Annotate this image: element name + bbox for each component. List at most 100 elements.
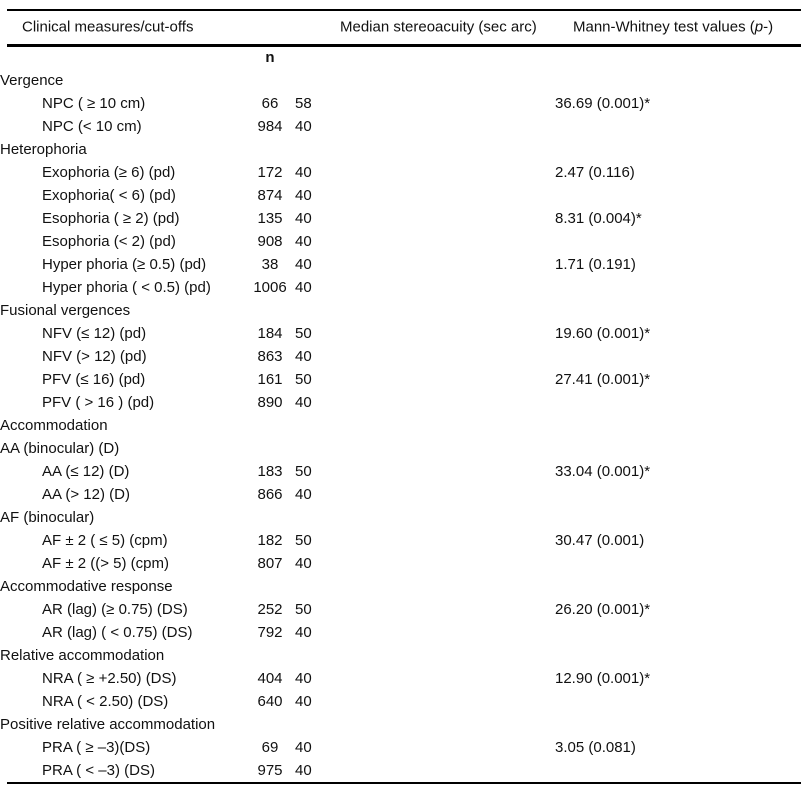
group-row: AF (binocular) [0,506,810,529]
measure-cell: Esophoria (< 2) (pd) [42,233,176,250]
data-row: AA (≤ 12) (D) 183 50 33.04 (0.001)* [0,460,810,483]
data-row: PRA ( ≥ –3)(DS) 69 40 3.05 (0.081) [0,736,810,759]
measure-cell: NRA ( ≥ +2.50) (DS) [42,670,177,687]
n-cell [245,299,295,322]
median-cell: 50 [295,532,312,549]
data-row: AF ± 2 ( ≤ 5) (cpm) 182 50 30.47 (0.001) [0,529,810,552]
median-cell: 40 [295,555,312,572]
table-top-rule [7,9,801,11]
p-cell [555,69,810,92]
measure-cell [0,46,245,69]
median-cell: 40 [295,118,312,135]
data-row: Hyper phoria ( < 0.5) (pd) 1006 40 [0,276,810,299]
p-cell: 26.20 (0.001)* [555,601,651,618]
median-cell: 40 [295,164,312,181]
group-row: Positive relative accommodation [0,713,810,736]
median-cell [295,437,555,460]
median-cell: 40 [295,348,312,365]
measure-cell: AR (lag) ( < 0.75) (DS) [42,624,193,641]
p-cell: 30.47 (0.001) [555,532,645,549]
median-cell [295,575,555,598]
n-cell: 172 [257,164,283,181]
p-cell [555,621,810,644]
p-cell [555,414,810,437]
table-header-rule [7,44,801,47]
measure-cell: AF ± 2 ((> 5) (cpm) [42,555,169,572]
data-row: PFV (≤ 16) (pd) 161 50 27.41 (0.001)* [0,368,810,391]
data-row: Esophoria ( ≥ 2) (pd) 135 40 8.31 (0.004)* [0,207,810,230]
n-cell: 890 [257,394,283,411]
p-cell [555,644,810,667]
p-cell [555,759,810,782]
n-cell: 807 [257,555,283,572]
p-cell [555,575,810,598]
data-row: Exophoria (≥ 6) (pd) 172 40 2.47 (0.116) [0,161,810,184]
p-cell [555,345,810,368]
median-cell: 58 [295,95,312,112]
median-cell: 40 [295,624,312,641]
table-bottom-rule [7,782,801,784]
data-row: AR (lag) (≥ 0.75) (DS) 252 50 26.20 (0.001)… [0,598,810,621]
median-cell: 40 [295,279,312,296]
p-cell [555,437,810,460]
measure-cell: Accommodation [0,417,108,434]
n-cell: 184 [257,325,283,342]
p-cell: 8.31 (0.004)* [555,210,642,227]
measure-cell: PRA ( < –3) (DS) [42,762,155,779]
n-cell: 874 [257,187,283,204]
measure-cell: AF (binocular) [0,509,95,526]
median-cell [295,713,555,736]
p-cell: 36.69 (0.001)* [555,95,651,112]
measure-cell: AA (≤ 12) (D) [42,463,130,480]
measure-cell: Exophoria( < 6) (pd) [42,187,176,204]
data-row: NRA ( ≥ +2.50) (DS) 404 40 12.90 (0.001)* [0,667,810,690]
median-cell: 40 [295,233,312,250]
median-cell: 40 [295,693,312,710]
p-cell [555,138,810,161]
n-cell: 66 [261,95,279,112]
n-cell: 135 [257,210,283,227]
p-cell [555,506,810,529]
measure-cell: AR (lag) (≥ 0.75) (DS) [42,601,188,618]
p-cell: 1.71 (0.191) [555,256,636,273]
data-row: AR (lag) ( < 0.75) (DS) 792 40 [0,621,810,644]
measure-cell: Fusional vergences [0,302,131,319]
data-row: Exophoria( < 6) (pd) 874 40 [0,184,810,207]
median-cell [295,138,555,161]
median-cell: 40 [295,394,312,411]
header-mann-whitney-suffix: -) [763,18,774,36]
n-cell: 792 [257,624,283,641]
median-cell [295,69,555,92]
median-cell [295,46,555,69]
data-row: NPC ( ≥ 10 cm) 66 58 36.69 (0.001)* [0,92,810,115]
n-cell: 908 [257,233,283,250]
median-cell [295,299,555,322]
measure-cell: NPC ( ≥ 10 cm) [42,95,146,112]
median-cell: 50 [295,601,312,618]
clinical-measures-table: n Vergence NPC ( ≥ 10 cm) 66 58 36.69 (0.001… [0,46,810,782]
data-row: PRA ( < –3) (DS) 975 40 [0,759,810,782]
n-cell [245,414,295,437]
measure-cell: Hyper phoria (≥ 0.5) (pd) [42,256,207,273]
n-cell: 183 [257,463,283,480]
measure-cell: NRA ( < 2.50) (DS) [42,693,169,710]
data-row: AA (> 12) (D) 866 40 [0,483,810,506]
p-cell [555,230,810,253]
p-cell [555,391,810,414]
n-cell [245,437,295,460]
n-column-header: n [265,49,275,66]
group-row: Accommodation [0,414,810,437]
n-cell: 404 [257,670,283,687]
measure-cell: Accommodative response [0,578,173,595]
median-cell [295,506,555,529]
n-cell: 984 [257,118,283,135]
measure-cell: AF ± 2 ( ≤ 5) (cpm) [42,532,168,549]
n-cell: 1006 [253,279,287,296]
p-cell: 33.04 (0.001)* [555,463,651,480]
data-row: Esophoria (< 2) (pd) 908 40 [0,230,810,253]
measure-cell: PRA ( ≥ –3)(DS) [42,739,151,756]
measure-cell: Hyper phoria ( < 0.5) (pd) [42,279,211,296]
data-row: NPC (< 10 cm) 984 40 [0,115,810,138]
measure-cell: Exophoria (≥ 6) (pd) [42,164,176,181]
header-mann-whitney: Mann-Whitney test values (p-) [573,19,773,36]
